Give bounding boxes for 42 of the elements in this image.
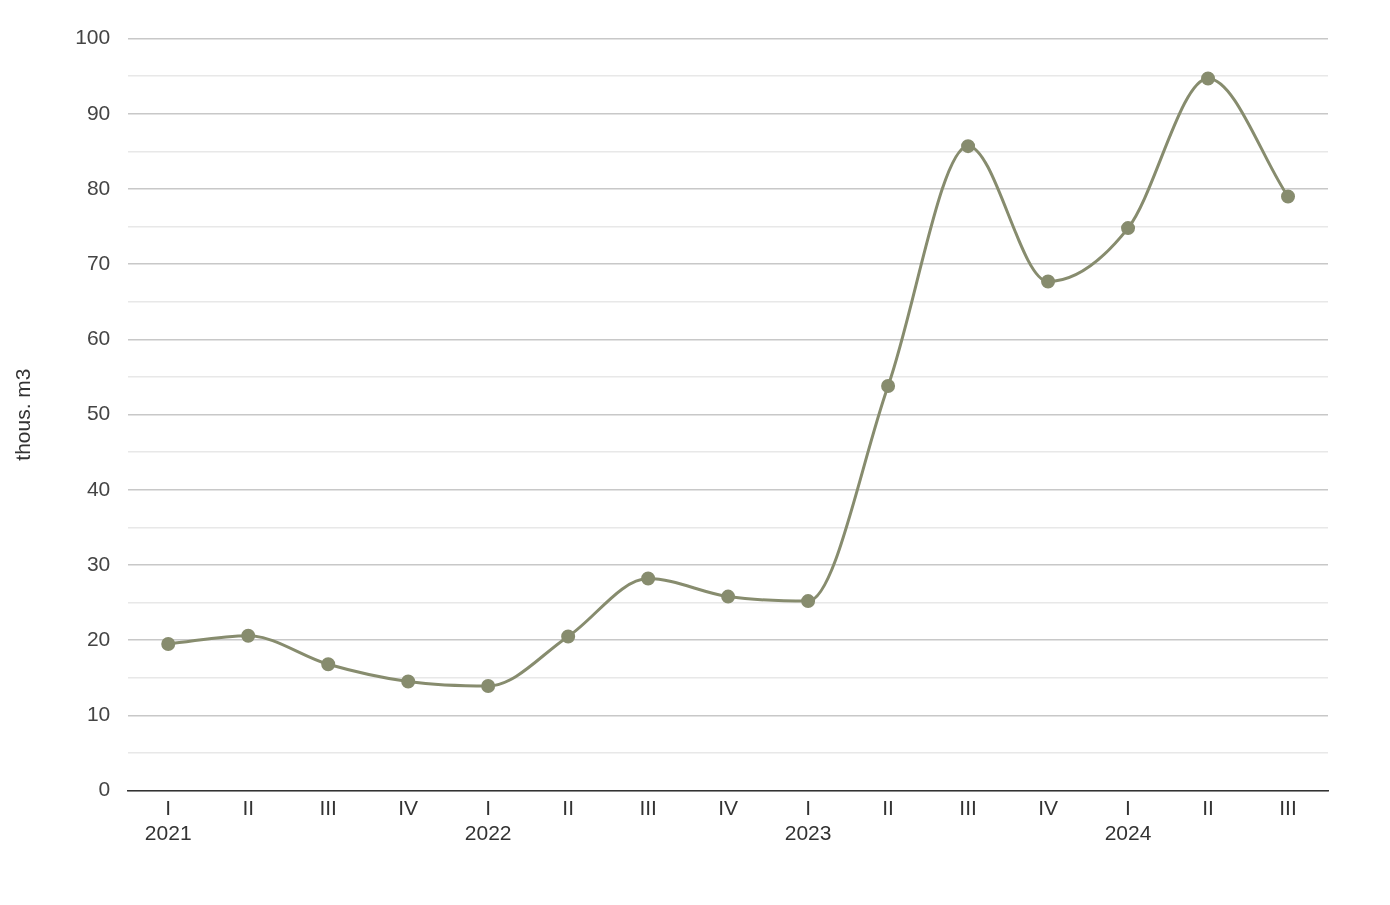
- x-tick-label: II: [242, 796, 255, 819]
- y-tick-label: 40: [86, 476, 111, 500]
- y-tick-label: 20: [86, 627, 111, 650]
- point: [641, 571, 656, 586]
- x-tick-label: I 2023: [784, 796, 832, 845]
- point: [561, 629, 576, 644]
- point: [721, 589, 736, 604]
- y-tick-label: 0: [98, 777, 111, 801]
- y-tick-label: 90: [86, 100, 111, 124]
- x-tick-label: IV: [718, 796, 739, 819]
- x-tick-label: III: [319, 796, 337, 819]
- point: [801, 594, 816, 609]
- y-tick-label: 10: [86, 702, 111, 726]
- point: [961, 139, 976, 154]
- point: [481, 679, 496, 694]
- y-tick-label: 100: [75, 25, 111, 49]
- point: [1281, 189, 1296, 204]
- y-tick-label: 70: [86, 251, 111, 274]
- y-axis-title: thous. m3: [11, 368, 35, 461]
- point: [1041, 274, 1056, 289]
- y-tick-label: 80: [86, 175, 111, 199]
- x-tick-label: III: [959, 796, 977, 819]
- point: [161, 636, 176, 651]
- point: [881, 379, 896, 394]
- x-tick-label: II: [882, 796, 894, 819]
- point: [1201, 71, 1216, 86]
- y-tick-label: 50: [86, 401, 111, 425]
- x-tick-label: III: [639, 796, 657, 819]
- x-tick-label: II: [562, 796, 574, 819]
- y-tick-label: 30: [86, 551, 111, 575]
- x-tick-label: IV: [1038, 796, 1058, 819]
- x-tick-label: II: [1202, 796, 1214, 819]
- point: [401, 674, 416, 689]
- point: [241, 628, 256, 643]
- x-tick-label: IV: [398, 796, 419, 819]
- x-tick-label: I 2022: [464, 796, 512, 845]
- x-tick-label: I 2024: [1104, 796, 1152, 845]
- point: [321, 657, 336, 672]
- point: [1121, 221, 1136, 236]
- x-tick-label: III: [1279, 796, 1297, 819]
- x-tick-label: I 2021: [144, 796, 192, 845]
- y-tick-label: 60: [86, 326, 111, 350]
